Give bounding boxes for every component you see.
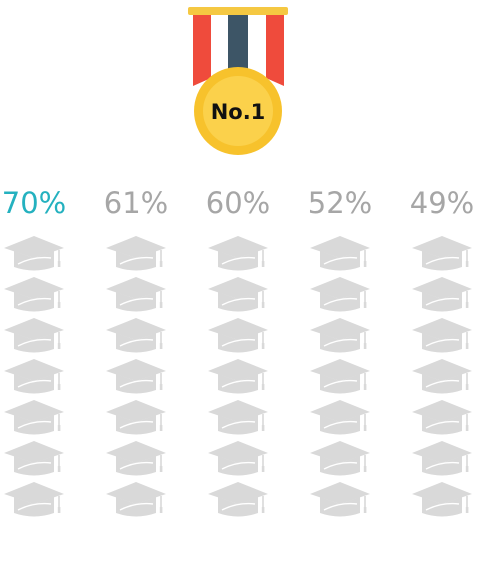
graduation-cap-icon	[106, 482, 166, 518]
graduation-cap-icon	[310, 277, 370, 313]
medal-ribbon-right	[266, 15, 284, 86]
graduation-cap-icon	[208, 277, 268, 313]
graduation-cap-icon	[310, 318, 370, 354]
graduation-cap-icon	[208, 236, 268, 272]
graduation-cap-icon	[208, 441, 268, 477]
graduation-cap-icon	[4, 400, 64, 436]
graduation-cap-icon	[412, 441, 472, 477]
graduation-cap-icon	[310, 359, 370, 395]
graduation-cap-icon	[412, 359, 472, 395]
graduation-cap-icon	[412, 318, 472, 354]
graduation-cap-icon	[412, 400, 472, 436]
percentage-label: 52%	[307, 186, 373, 220]
medal-disc-inner	[203, 76, 273, 146]
percentage-label: 60%	[205, 186, 271, 220]
graduation-cap-icon	[106, 277, 166, 313]
graduation-cap-icon	[106, 400, 166, 436]
graduation-cap-icon	[106, 318, 166, 354]
percentage-label: 70%	[1, 186, 67, 220]
graduation-cap-icon	[412, 277, 472, 313]
graduation-cap-icon	[4, 359, 64, 395]
graduation-cap-icon	[412, 236, 472, 272]
percentage-label: 61%	[103, 186, 169, 220]
graduation-cap-icon	[208, 400, 268, 436]
graduation-cap-icon	[208, 482, 268, 518]
graduation-cap-icon	[310, 482, 370, 518]
medal-ribbon-left	[193, 15, 211, 86]
medal-icon: No.1	[188, 7, 288, 155]
graduation-cap-icon	[106, 236, 166, 272]
graduation-cap-icon	[4, 277, 64, 313]
graduation-cap-icon	[310, 400, 370, 436]
graduation-cap-icon	[106, 359, 166, 395]
medal-ribbon-center	[228, 15, 248, 82]
medal-ribbon-left-white	[211, 15, 228, 78]
medal-bar	[188, 7, 288, 15]
medal-ribbon-right-white	[248, 15, 266, 78]
graduation-cap-icon	[208, 318, 268, 354]
graduation-cap-icon	[4, 236, 64, 272]
graduation-cap-icon	[4, 441, 64, 477]
graduation-cap-icon	[106, 441, 166, 477]
graduation-cap-icon	[412, 482, 472, 518]
percentage-label: 49%	[409, 186, 475, 220]
graduation-cap-icon	[208, 359, 268, 395]
graduation-cap-icon	[310, 441, 370, 477]
medal-label: No.1	[211, 100, 266, 124]
graduation-cap-icon	[4, 482, 64, 518]
graduation-cap-icon	[310, 236, 370, 272]
graduation-cap-icon	[4, 318, 64, 354]
